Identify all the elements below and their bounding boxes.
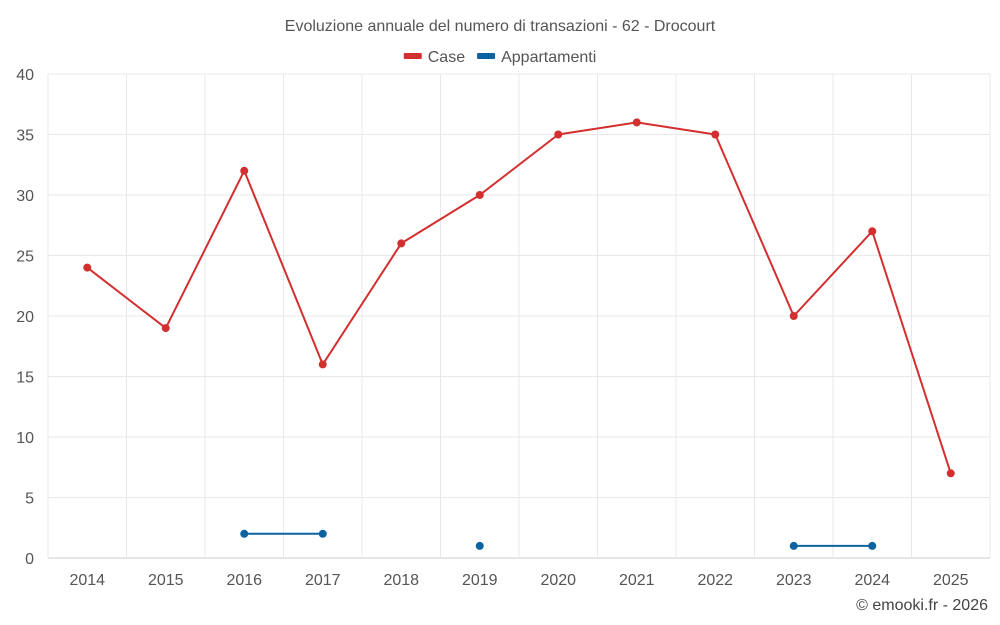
x-tick-label: 2018 [383,572,419,589]
series-1 [240,529,877,550]
x-tick-label: 2025 [933,572,969,589]
y-tick-label: 10 [16,430,34,447]
y-tick-label: 30 [16,188,34,205]
data-point[interactable] [554,130,563,139]
data-point[interactable] [83,263,92,272]
legend-swatch [403,53,422,59]
legend-swatch [477,53,496,59]
data-point[interactable] [161,324,170,333]
x-tick-label: 2021 [619,572,655,589]
x-tick-label: 2020 [540,572,576,589]
y-tick-label: 5 [25,491,34,508]
data-point[interactable] [240,166,249,175]
x-tick-label: 2023 [776,572,812,589]
x-tick-label: 2017 [305,572,341,589]
x-tick-label: 2015 [148,572,184,589]
series-layer [83,118,955,550]
x-axis-ticks: 2014 2015 2016 2017 2018 2019 2020 2021 2022 2023… [69,572,968,589]
series-0 [83,118,955,478]
x-tick-label: 2016 [226,572,262,589]
data-point[interactable] [475,541,484,550]
series-line [86,121,952,474]
y-tick-label: 0 [25,551,34,568]
y-axis-ticks: 0 5 10 15 20 25 30 35 40 [16,67,34,568]
data-point[interactable] [632,118,641,127]
legend-label: Appartamenti [501,49,596,66]
chart-title: Evoluzione annuale del numero di transaz… [285,18,716,35]
legend-item-0[interactable]: Case [403,49,465,66]
x-tick-label: 2014 [69,572,105,589]
x-tick-label: 2024 [854,572,890,589]
y-tick-label: 20 [16,309,34,326]
y-tick-label: 35 [16,128,34,145]
x-tick-label: 2022 [697,572,733,589]
data-point[interactable] [711,130,720,139]
x-tick-label: 2019 [462,572,498,589]
legend-item-1[interactable]: Appartamenti [477,49,596,66]
data-point[interactable] [789,312,798,320]
data-point[interactable] [318,529,327,538]
data-point[interactable] [475,191,484,199]
y-tick-label: 40 [16,67,34,84]
data-point[interactable] [868,541,877,550]
data-point[interactable] [946,469,955,478]
data-point[interactable] [868,227,877,236]
grid [47,73,991,559]
credit-text: © emooki.fr - 2026 [856,597,988,614]
data-point[interactable] [240,529,249,538]
legend: Case Appartamenti [403,49,596,66]
data-point[interactable] [397,239,406,248]
y-tick-label: 15 [16,370,34,387]
data-point[interactable] [789,541,798,550]
data-point[interactable] [318,360,327,369]
legend-label: Case [428,49,465,66]
y-tick-label: 25 [16,249,34,266]
